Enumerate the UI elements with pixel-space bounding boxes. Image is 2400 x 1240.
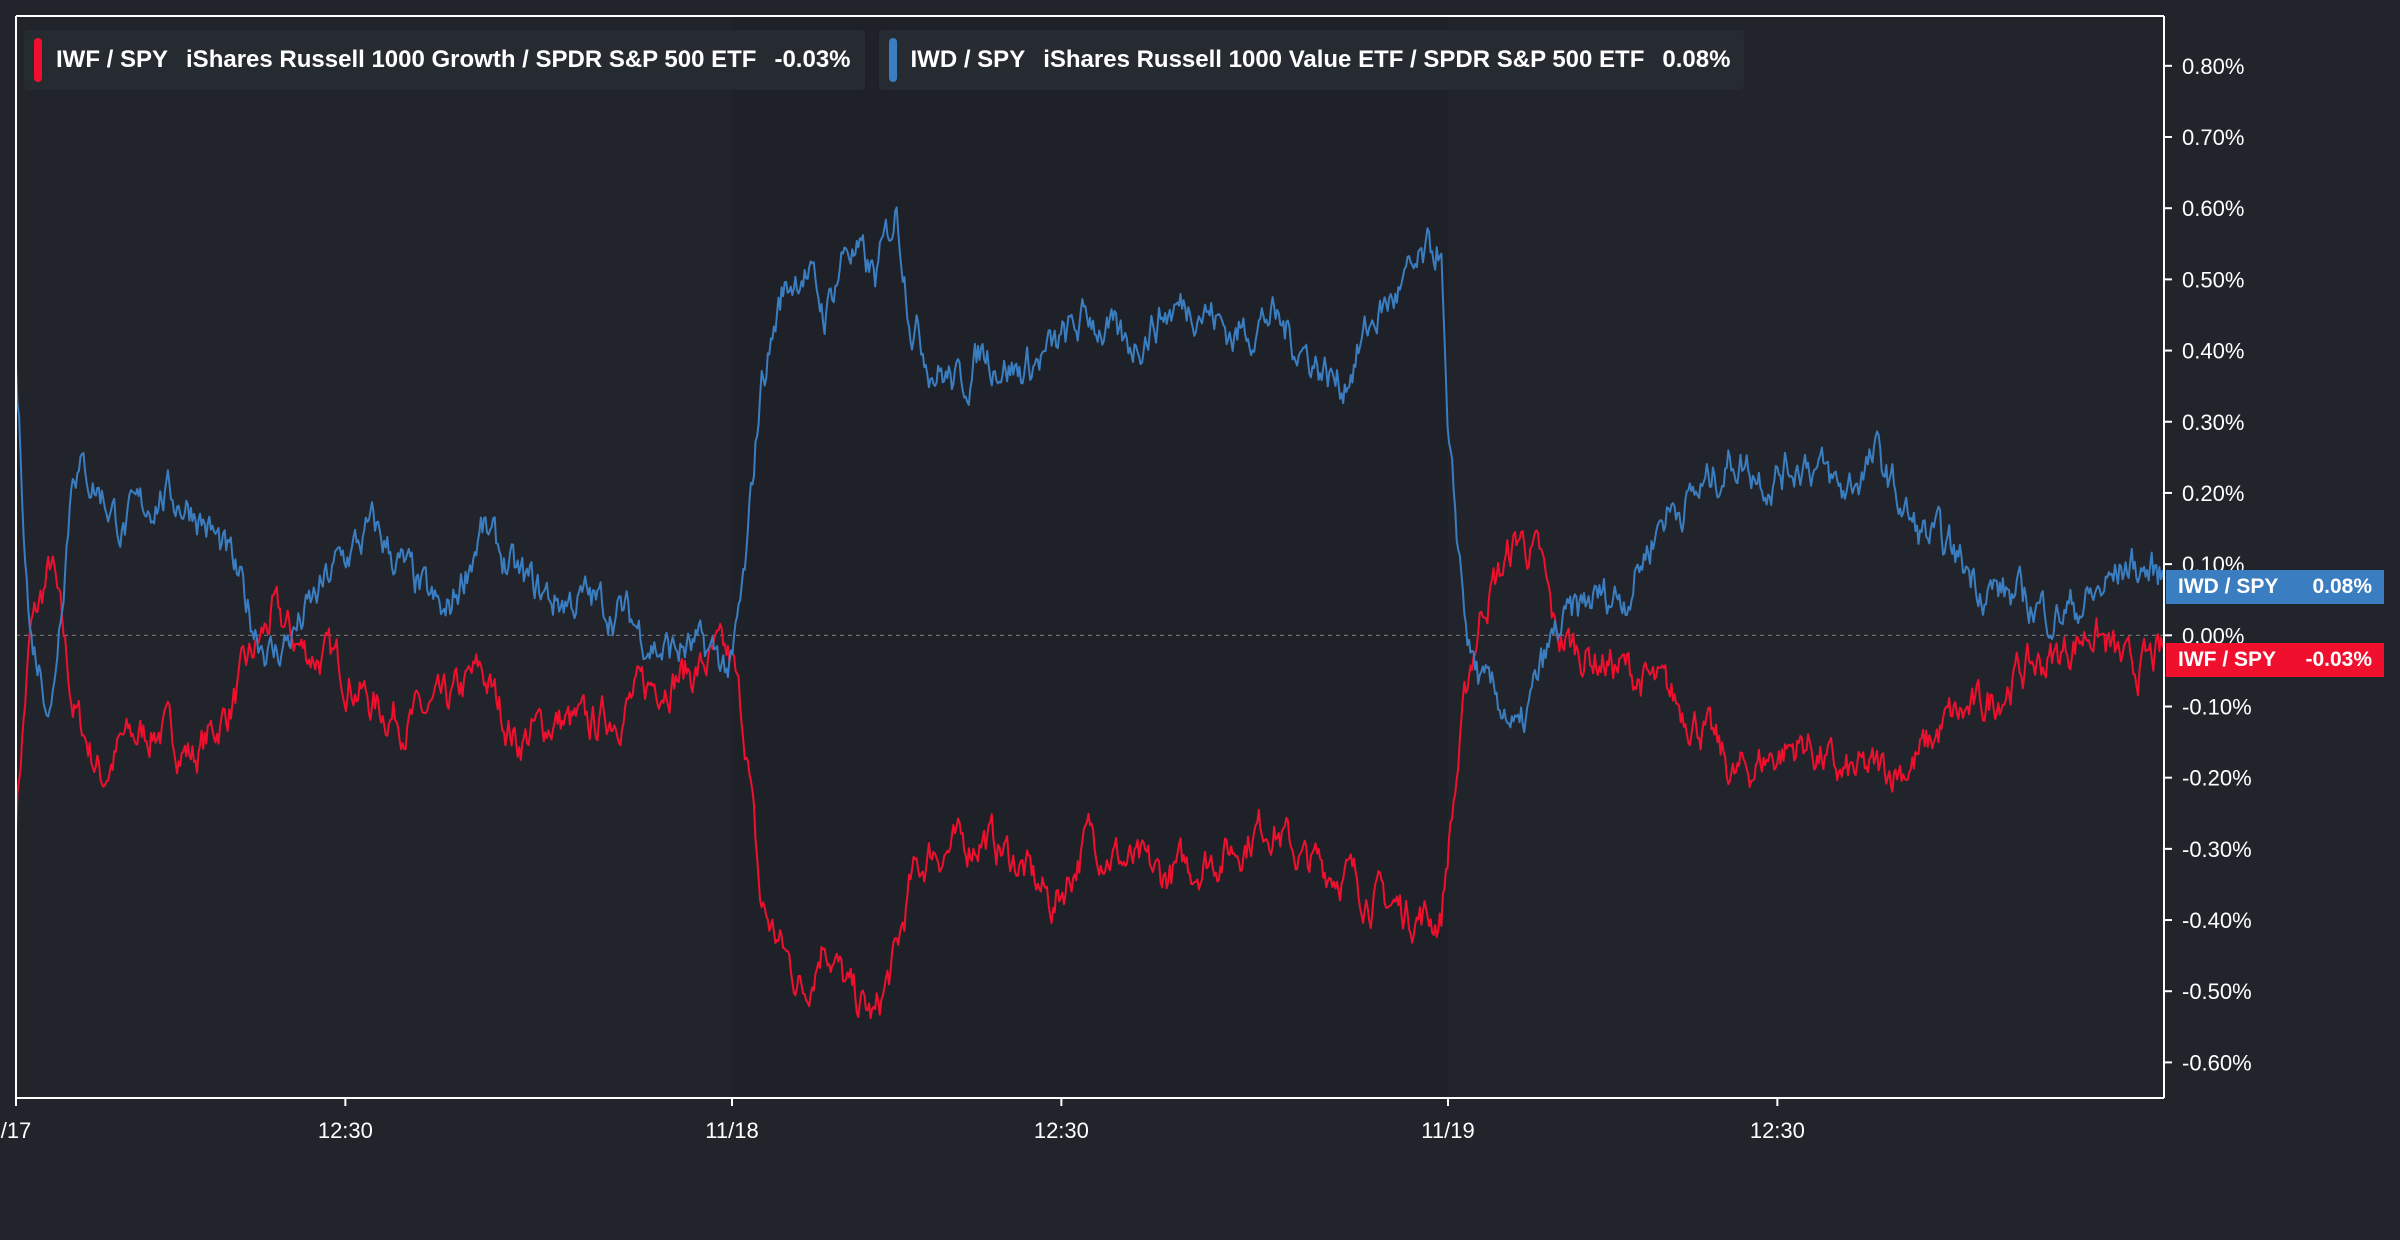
series-line-iwd bbox=[15, 206, 2165, 734]
price-tag-value: 0.08% bbox=[2312, 575, 2372, 598]
legend-swatch-value bbox=[888, 38, 897, 82]
y-tick-label: 0.50% bbox=[2182, 267, 2244, 292]
y-tick-label: 0.70% bbox=[2182, 125, 2244, 150]
series-line-iwf bbox=[15, 529, 2165, 1020]
legend-item-value[interactable]: IWD / SPY iShares Russell 1000 Value ETF… bbox=[878, 30, 1745, 90]
x-tick-label: 11/18 bbox=[705, 1118, 758, 1143]
x-tick-label: 12:30 bbox=[1034, 1118, 1089, 1143]
legend-item-growth[interactable]: IWF / SPY iShares Russell 1000 Growth / … bbox=[24, 30, 865, 90]
y-tick-label: -0.40% bbox=[2182, 908, 2252, 933]
y-tick-label: 0.30% bbox=[2182, 410, 2244, 435]
y-tick-label: -0.30% bbox=[2182, 837, 2252, 862]
price-tag-growth: IWF / SPY -0.03% bbox=[2166, 643, 2384, 677]
price-tag-label: IWF / SPY bbox=[2178, 648, 2277, 671]
legend-name: iShares Russell 1000 Value ETF / SPDR S&… bbox=[1043, 46, 1645, 73]
x-tick-label: 12:30 bbox=[1750, 1118, 1805, 1143]
y-tick-label: 0.80% bbox=[2182, 54, 2244, 79]
legend: IWF / SPY iShares Russell 1000 Growth / … bbox=[24, 30, 1745, 90]
y-tick-label: 0.40% bbox=[2182, 339, 2244, 364]
x-tick-label: /17 bbox=[1, 1118, 32, 1143]
y-tick-label: 0.60% bbox=[2182, 196, 2244, 221]
y-tick-label: -0.60% bbox=[2182, 1050, 2252, 1075]
legend-symbol: IWF / SPY bbox=[56, 46, 169, 73]
y-tick-label: -0.50% bbox=[2182, 979, 2252, 1004]
legend-value: 0.08% bbox=[1662, 46, 1731, 73]
legend-name: iShares Russell 1000 Growth / SPDR S&P 5… bbox=[186, 46, 757, 73]
y-tick-label: -0.10% bbox=[2182, 694, 2252, 719]
legend-value: -0.03% bbox=[774, 46, 851, 73]
price-tag-label: IWD / SPY bbox=[2178, 575, 2279, 598]
legend-symbol: IWD / SPY bbox=[910, 46, 1026, 73]
x-tick-label: 11/19 bbox=[1421, 1118, 1474, 1143]
legend-swatch-growth bbox=[34, 38, 42, 82]
session-shade bbox=[732, 16, 1448, 1098]
y-tick-label: -0.20% bbox=[2182, 766, 2252, 791]
y-tick-label: 0.20% bbox=[2182, 481, 2244, 506]
price-tag-value: -0.03% bbox=[2305, 648, 2372, 671]
x-tick-label: 12:30 bbox=[318, 1118, 373, 1143]
price-tag-value: IWD / SPY 0.08% bbox=[2166, 570, 2384, 604]
